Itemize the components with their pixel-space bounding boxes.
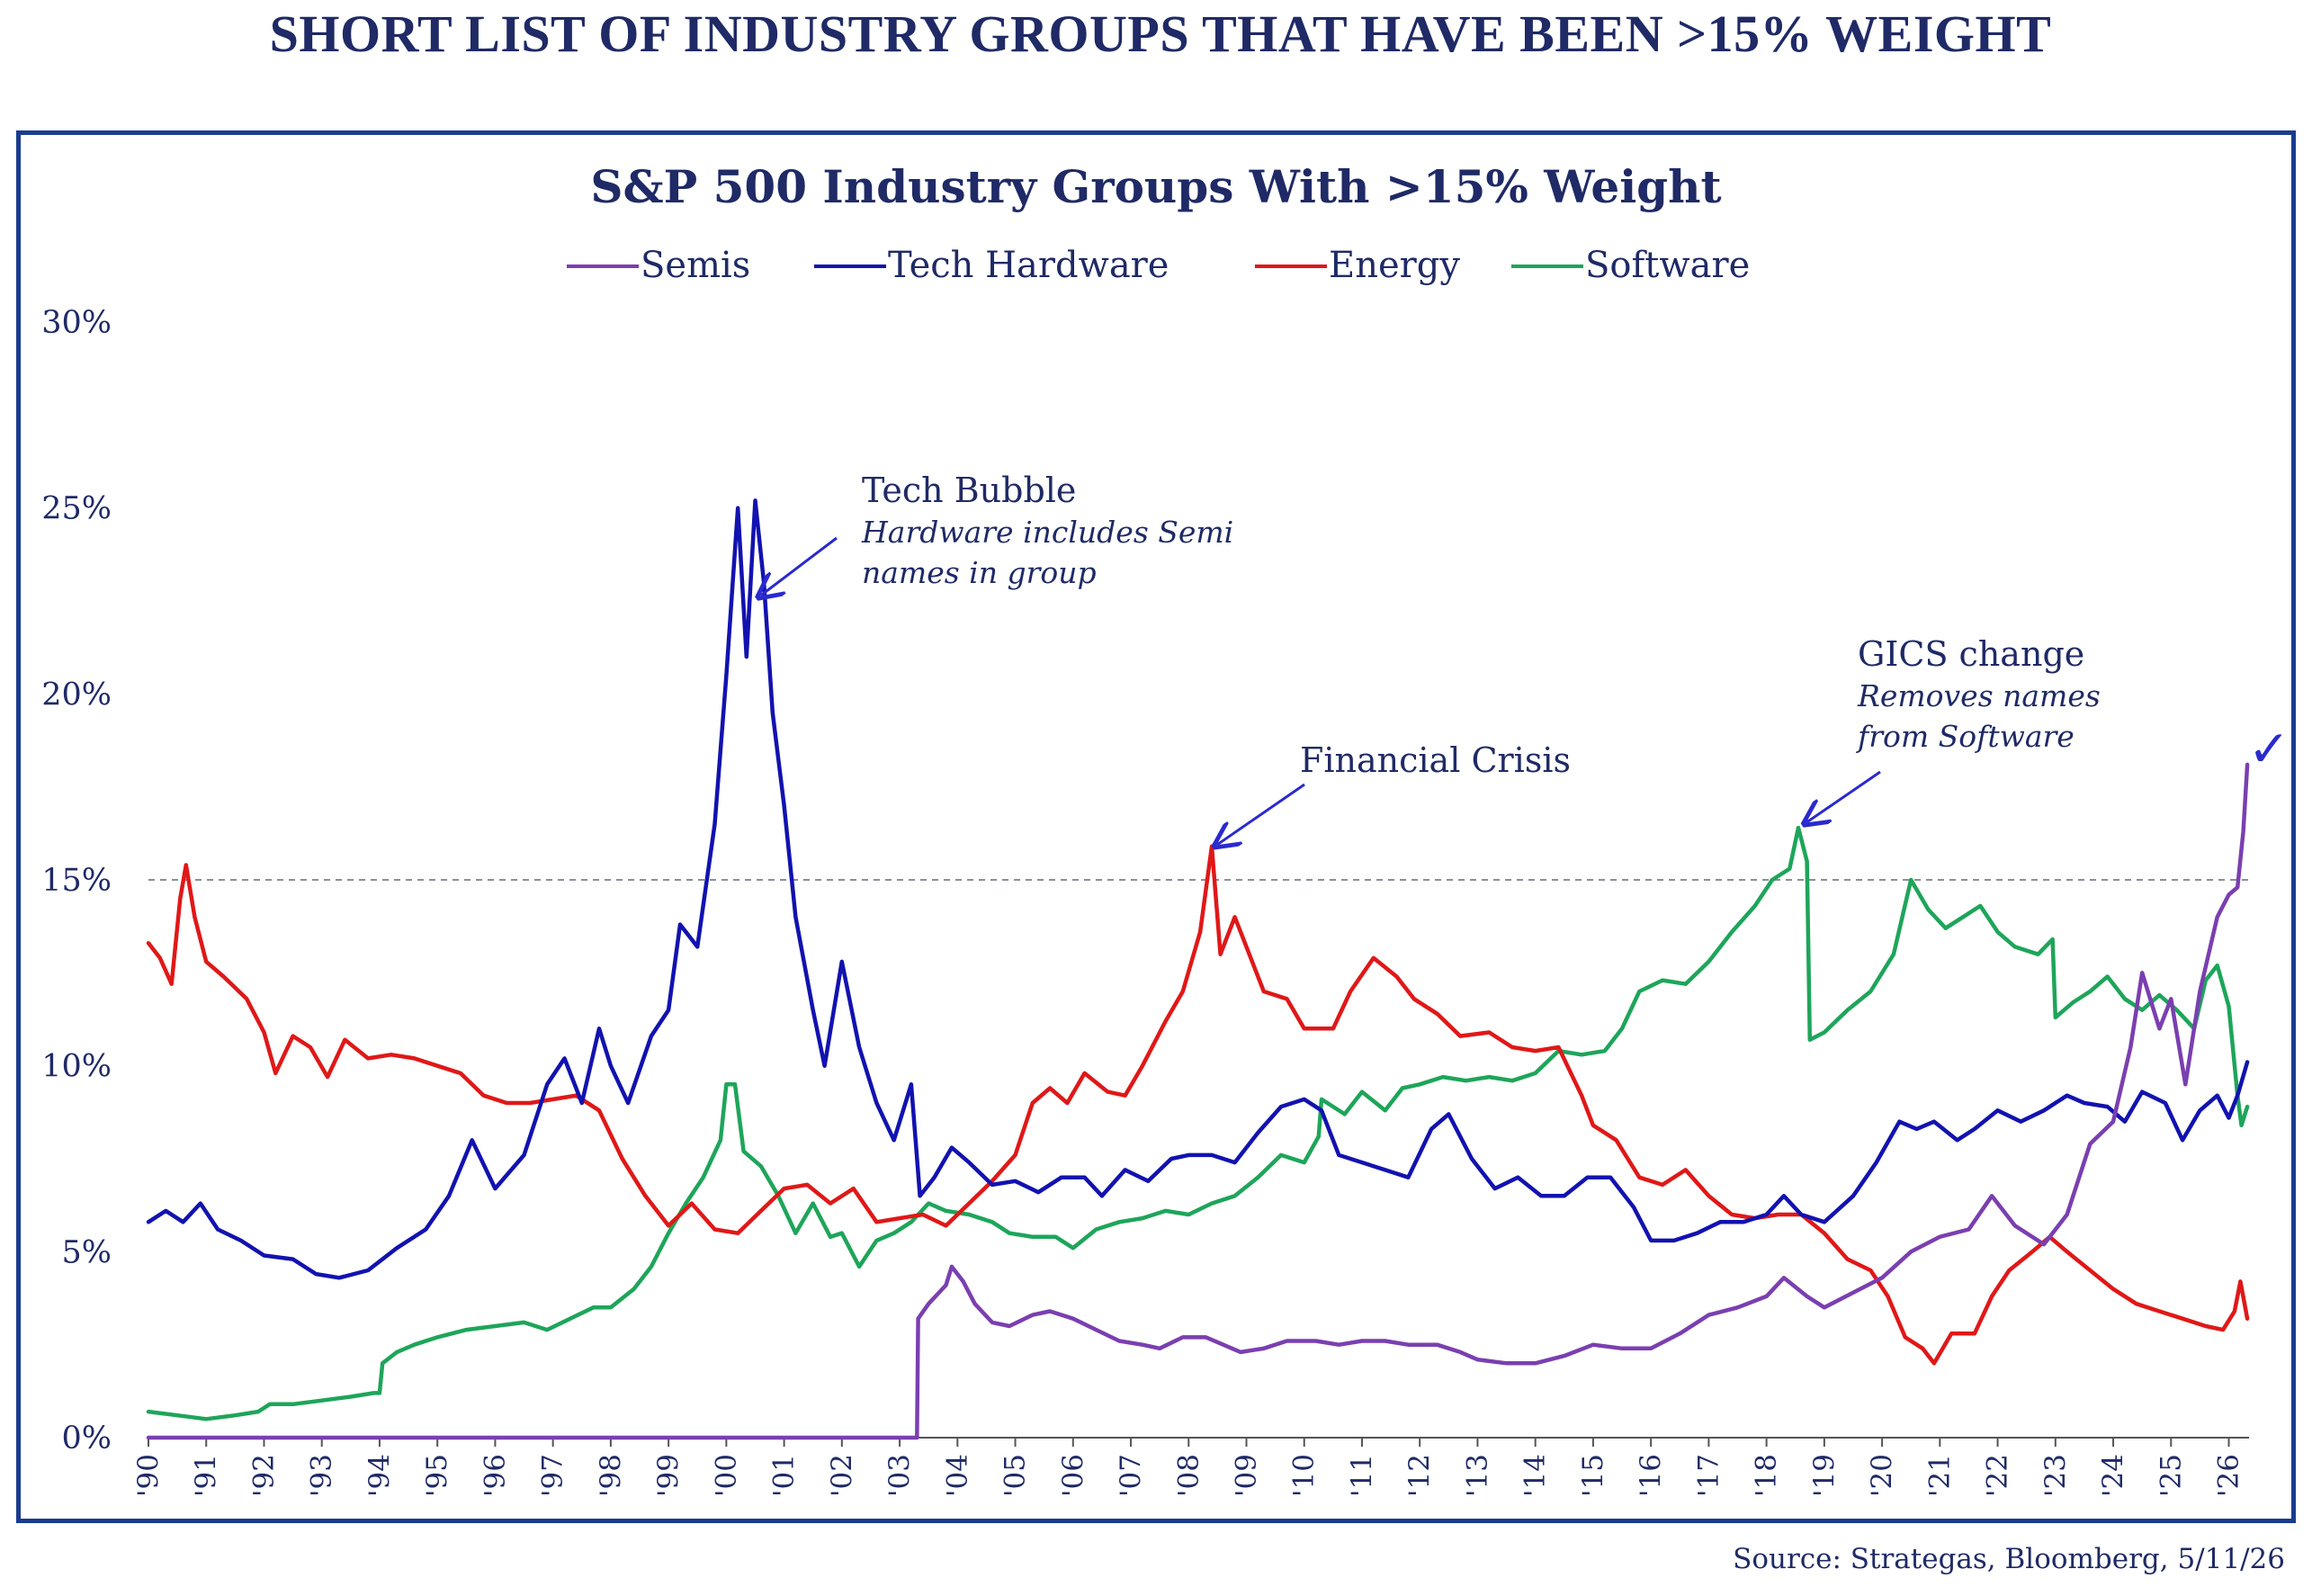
x-tick-label: '19 — [1808, 1454, 1841, 1497]
x-tick-label: '90 — [132, 1454, 165, 1497]
x-tick-label: '03 — [883, 1454, 916, 1497]
x-tick-label: '24 — [2097, 1454, 2129, 1497]
x-tick-label: '23 — [2039, 1454, 2072, 1497]
x-tick-label: '20 — [1866, 1454, 1898, 1497]
series-lines — [146, 498, 2250, 1440]
x-tick-label: '99 — [652, 1454, 685, 1497]
x-tick-label: '00 — [710, 1454, 742, 1497]
x-tick-label: '05 — [999, 1454, 1032, 1497]
annotation-title: Financial Crisis — [1300, 740, 1571, 780]
legend: Semis Tech Hardware Energy Software — [567, 245, 1750, 286]
annotation-note: names in group — [862, 555, 1097, 590]
x-tick-label: '94 — [363, 1454, 396, 1497]
x-tick-label: '02 — [826, 1454, 858, 1497]
x-tick-label: '22 — [1982, 1454, 2014, 1497]
source-note: Source: Strategas, Bloomberg, 5/11/26 — [1733, 1543, 2285, 1575]
x-tick-label: '17 — [1692, 1454, 1725, 1497]
y-axis: 0% 5% 10% 15% 20% 25% 30% — [41, 305, 112, 1457]
x-tick-label: '25 — [2155, 1454, 2187, 1497]
x-tick-label: '95 — [421, 1454, 453, 1497]
x-tick-label: '18 — [1751, 1454, 1783, 1497]
page-title: SHORT LIST OF INDUSTRY GROUPS THAT HAVE … — [269, 4, 2052, 63]
annotation-arrow — [760, 536, 838, 596]
legend-label: Software — [1585, 245, 1750, 286]
x-tick-label: '16 — [1635, 1454, 1667, 1497]
x-tick-label: '07 — [1115, 1454, 1147, 1497]
x-tick-label: '12 — [1403, 1454, 1436, 1497]
x-tick-label: '21 — [1923, 1454, 1956, 1497]
y-tick-label: 15% — [41, 863, 112, 899]
legend-label: Semis — [641, 245, 750, 286]
x-tick-label: '06 — [1057, 1454, 1089, 1497]
annotation-note: from Software — [1855, 719, 2075, 754]
x-tick-label: '97 — [537, 1454, 569, 1497]
legend-label: Energy — [1329, 245, 1460, 286]
x-axis: '90 '91 '92 '93 '94 '95 '96 '97 '98 '99 '00 '01 '02 '… — [132, 1437, 2249, 1497]
series-line-software — [146, 825, 2250, 1421]
x-tick-label: '98 — [595, 1454, 627, 1497]
annotation-arrow — [1806, 770, 1881, 822]
x-tick-label: '14 — [1519, 1454, 1552, 1497]
annotation-title: GICS change — [1858, 634, 2084, 674]
x-tick-label: '11 — [1346, 1454, 1378, 1497]
x-tick-label: '15 — [1577, 1454, 1609, 1497]
x-tick-label: '01 — [768, 1454, 801, 1497]
chart-frame: S&P 500 Industry Groups With >15% Weight — [16, 130, 2296, 1523]
chart-title: S&P 500 Industry Groups With >15% Weight — [590, 160, 1722, 213]
checkmark-annotation: ✓ — [2248, 721, 2290, 779]
annotations: Tech Bubble Hardware includes Semi names i… — [760, 471, 2290, 845]
x-tick-label: '09 — [1230, 1454, 1262, 1497]
legend-label: Tech Hardware — [888, 245, 1169, 286]
x-tick-label: '10 — [1288, 1454, 1321, 1497]
y-tick-label: 5% — [61, 1234, 112, 1270]
x-tick-label: '26 — [2213, 1454, 2245, 1497]
annotation-title: Tech Bubble — [862, 471, 1076, 510]
x-tick-label: '08 — [1172, 1454, 1205, 1497]
y-tick-label: 0% — [61, 1421, 112, 1457]
series-line-semis — [146, 762, 2250, 1440]
annotation-arrow — [1217, 783, 1305, 845]
x-tick-label: '96 — [479, 1454, 511, 1497]
x-tick-label: '92 — [247, 1454, 280, 1497]
annotation-note: Hardware includes Semi — [861, 515, 1233, 550]
y-tick-label: 10% — [41, 1049, 112, 1085]
x-tick-label: '91 — [190, 1454, 222, 1497]
series-line-energy — [146, 844, 2250, 1366]
annotation-note: Removes names — [1857, 678, 2101, 713]
y-tick-label: 20% — [41, 677, 112, 713]
series-line-tech-hardware — [146, 498, 2250, 1280]
x-tick-label: '04 — [941, 1454, 973, 1497]
x-tick-label: '93 — [306, 1454, 338, 1497]
y-tick-label: 25% — [41, 491, 112, 527]
y-tick-label: 30% — [41, 305, 112, 341]
x-tick-label: '13 — [1461, 1454, 1493, 1497]
